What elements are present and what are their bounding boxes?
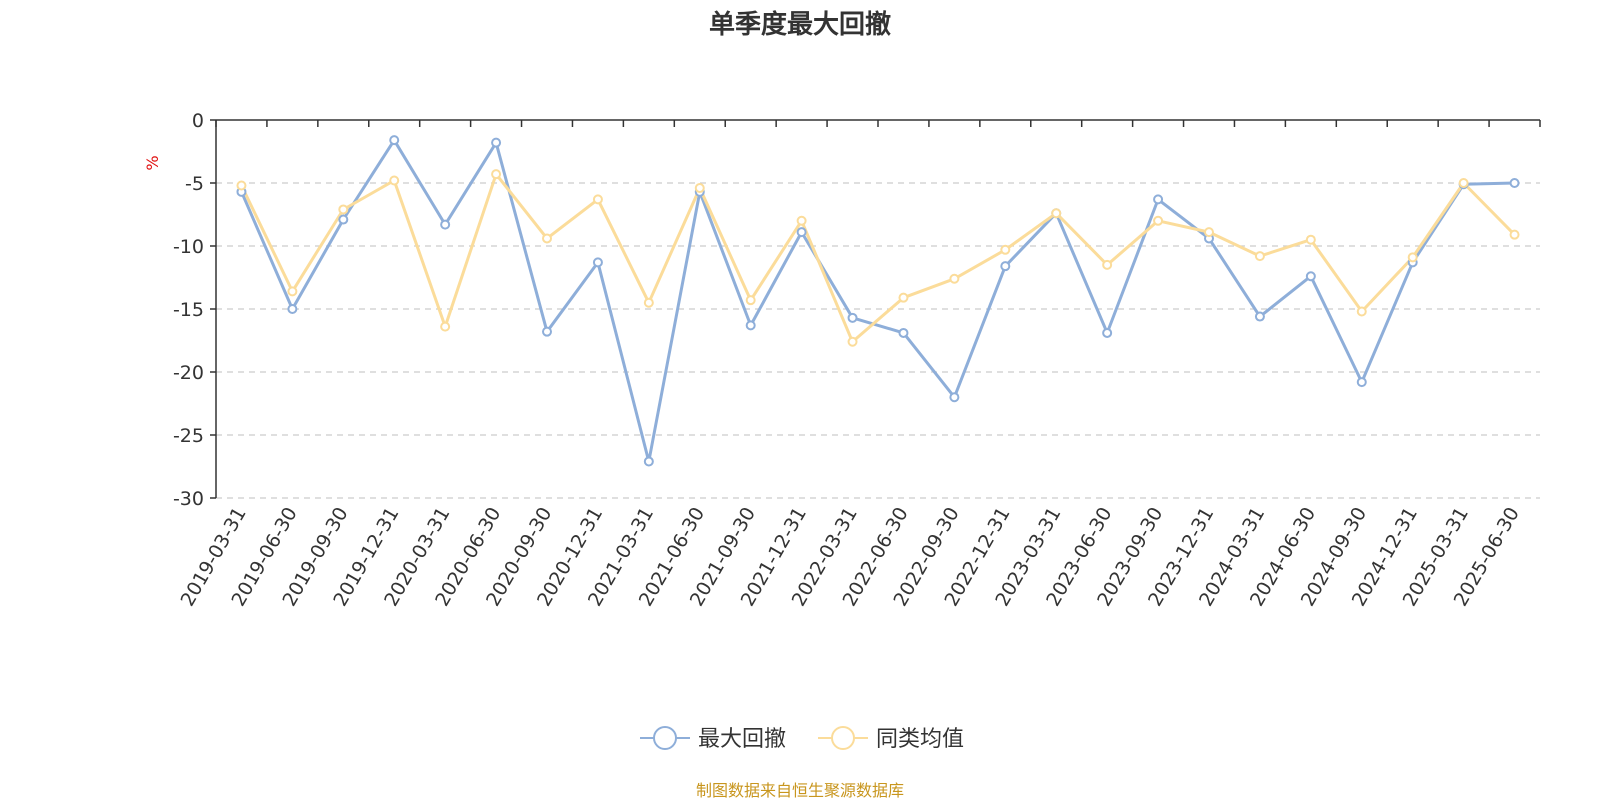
data-point — [745, 295, 756, 306]
data-point — [287, 286, 298, 297]
legend-label: 最大回撤 — [698, 727, 786, 752]
y-tick-label: -15 — [173, 299, 204, 321]
legend-marker-icon — [831, 726, 855, 750]
data-point — [1254, 251, 1265, 262]
series-line-2 — [240, 172, 1516, 344]
data-point — [542, 233, 552, 244]
data-point — [491, 169, 502, 180]
data-point — [847, 312, 858, 323]
data-point — [796, 227, 807, 238]
data-point — [1305, 271, 1316, 282]
data-point — [440, 321, 451, 332]
y-tick-label: -30 — [173, 488, 204, 510]
data-point — [491, 137, 502, 148]
y-tick-label: -20 — [173, 362, 204, 384]
data-point — [1051, 208, 1062, 219]
y-tick-label: -25 — [173, 425, 204, 447]
data-point — [1407, 252, 1418, 263]
data-point — [338, 214, 349, 225]
data-point — [1000, 261, 1011, 272]
data-point — [643, 297, 654, 308]
data-point — [389, 135, 400, 146]
x-axis-ticks: 2019-03-312019-06-302019-09-302019-12-31… — [177, 503, 1524, 610]
data-point — [694, 183, 705, 194]
source-note: 制图数据来自恒生聚源数据库 — [696, 781, 904, 800]
data-point — [592, 194, 603, 205]
data-point — [643, 456, 654, 467]
y-tick-label: -5 — [185, 173, 204, 195]
data-point — [1204, 227, 1214, 238]
data-point — [796, 215, 807, 226]
series-group — [236, 135, 1520, 467]
data-point — [1153, 194, 1164, 205]
data-point — [1102, 259, 1113, 270]
grid-lines — [216, 182, 1540, 499]
data-point — [1509, 229, 1520, 240]
y-tick-label: 0 — [192, 110, 204, 132]
legend-marker-icon — [653, 726, 677, 750]
data-point — [949, 273, 960, 284]
data-point — [1254, 311, 1265, 322]
data-point — [1000, 244, 1011, 255]
data-point — [1356, 377, 1367, 388]
data-point — [440, 219, 451, 230]
chart-title: 单季度最大回撤 — [709, 9, 891, 40]
data-point — [1153, 215, 1164, 226]
data-point — [1458, 178, 1469, 188]
data-point — [949, 392, 960, 403]
data-point — [1509, 178, 1520, 188]
data-point — [1102, 327, 1113, 338]
legend-label: 同类均值 — [876, 727, 964, 752]
data-point — [592, 257, 603, 268]
y-tick-label: -10 — [173, 236, 204, 258]
legend: 最大回撤 同类均值 — [640, 726, 964, 752]
data-point — [898, 327, 909, 338]
data-point — [745, 320, 756, 331]
data-point — [287, 304, 298, 314]
data-point — [542, 326, 552, 337]
data-point — [389, 175, 400, 186]
data-point — [898, 292, 909, 303]
series-line-1 — [240, 138, 1515, 463]
data-point — [236, 180, 247, 191]
data-point — [1305, 234, 1316, 245]
data-point — [1356, 306, 1367, 317]
y-axis-ticks: 0 -5 -10 -15 -20 -25 -30 — [173, 110, 216, 510]
data-point — [338, 204, 349, 215]
data-point — [847, 336, 858, 347]
y-axis-unit: % — [143, 155, 162, 170]
